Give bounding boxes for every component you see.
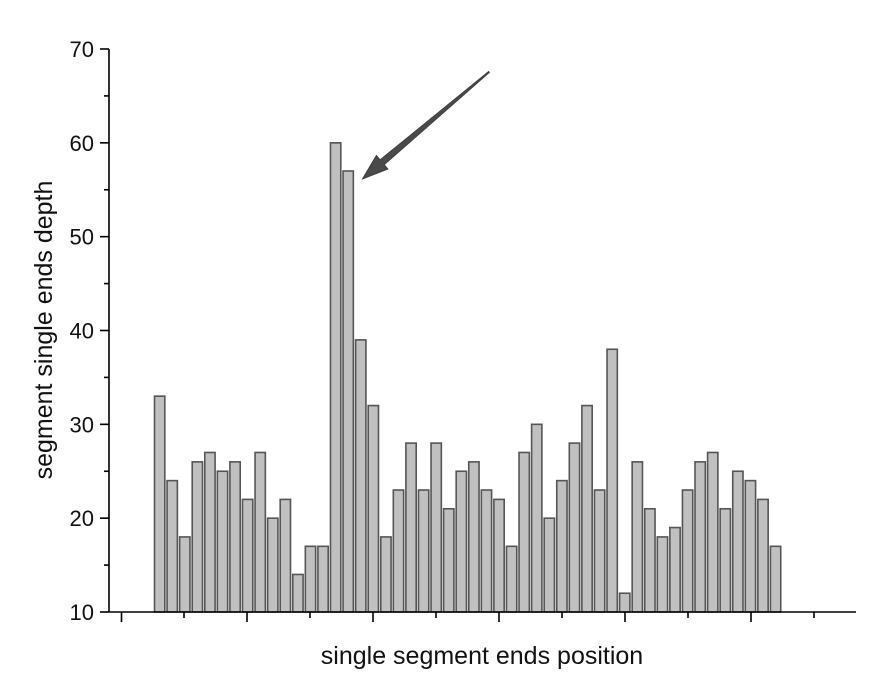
bar <box>568 442 581 613</box>
bar <box>304 545 317 613</box>
annotation-arrow <box>361 70 490 180</box>
bar <box>656 536 669 613</box>
bar <box>367 404 380 613</box>
y-tick-label: 40 <box>70 319 94 344</box>
bar <box>229 461 242 613</box>
bar <box>593 489 606 613</box>
y-tick-label: 10 <box>70 600 94 625</box>
bar <box>455 470 468 613</box>
bar <box>379 536 392 613</box>
bar <box>744 479 757 613</box>
bar <box>543 517 556 613</box>
bar <box>731 470 744 613</box>
y-tick-label: 70 <box>70 37 94 62</box>
bar <box>216 470 229 613</box>
bars <box>153 142 782 613</box>
bar <box>719 507 732 613</box>
bar <box>505 545 518 613</box>
bar <box>706 451 719 613</box>
y-tick-label: 50 <box>70 225 94 250</box>
bar <box>342 170 355 613</box>
bar <box>669 526 681 613</box>
bar <box>405 442 417 613</box>
bar <box>241 498 254 613</box>
bar <box>266 517 279 613</box>
bar <box>757 498 769 613</box>
bar <box>153 395 166 613</box>
axes: 10 20 30 40 50 60 70 <box>70 37 856 625</box>
bar <box>681 489 694 613</box>
bar <box>694 461 707 613</box>
bar <box>203 451 216 613</box>
y-ticks: 10 20 30 40 50 60 70 <box>70 37 109 625</box>
bar <box>442 507 455 613</box>
bar <box>643 507 656 613</box>
bar <box>417 489 430 613</box>
bar <box>392 489 405 613</box>
bar <box>518 451 531 613</box>
bar <box>769 545 782 613</box>
bar <box>606 348 619 613</box>
bar <box>329 142 342 613</box>
bar <box>493 498 505 613</box>
y-tick-label: 20 <box>70 506 94 531</box>
y-tick-label: 60 <box>70 131 94 156</box>
y-tick-label: 30 <box>70 412 94 437</box>
bar <box>317 545 330 613</box>
bar <box>618 592 631 613</box>
bar <box>291 573 304 613</box>
bar <box>191 461 204 613</box>
bar <box>530 423 543 613</box>
annotations <box>361 70 490 180</box>
x-axis-title: single segment ends position <box>321 642 643 670</box>
x-ticks <box>120 612 815 622</box>
bar <box>279 498 292 613</box>
bar <box>480 489 493 613</box>
y-axis-title: segment single ends depth <box>30 181 58 480</box>
bar <box>467 461 480 613</box>
bar <box>354 339 367 613</box>
bar <box>178 536 191 613</box>
bar <box>581 404 593 613</box>
bar <box>254 451 267 613</box>
bar <box>631 461 644 613</box>
bar <box>166 479 179 613</box>
bar <box>430 442 443 613</box>
bar <box>555 479 568 613</box>
